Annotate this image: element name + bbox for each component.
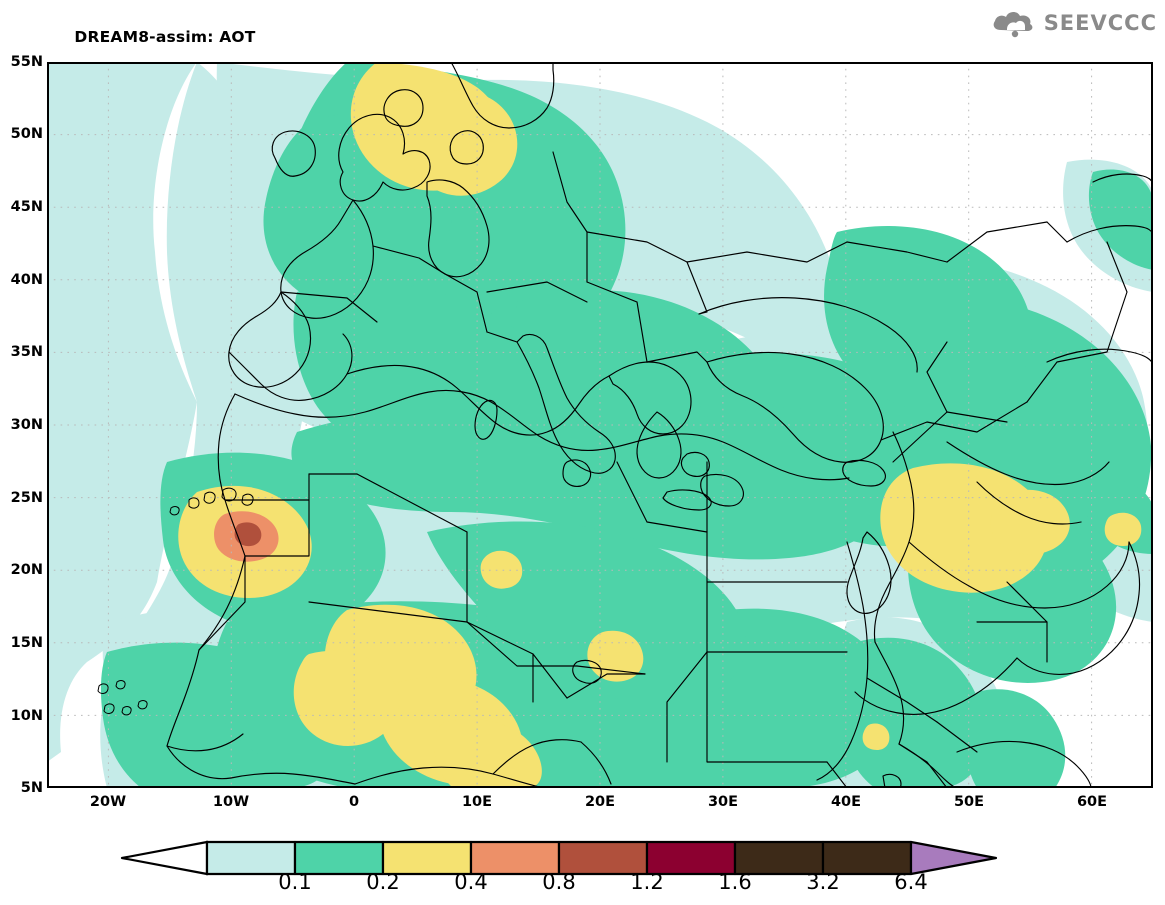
- y-tick-30n: 30N: [10, 417, 43, 433]
- model-title: DREAM8-assim: AOT: [74, 28, 256, 46]
- x-tick-60e: 60E: [1076, 794, 1108, 810]
- cb-band-0: [205, 840, 297, 876]
- cb-label-2: 0.4: [454, 870, 488, 894]
- y-tick-15n: 15N: [10, 635, 43, 651]
- x-tick-50e: 50E: [953, 794, 985, 810]
- cb-label-4: 1.2: [630, 870, 664, 894]
- cb-band-lower-arrow: [120, 840, 209, 876]
- x-tick-10w: 10W: [212, 794, 250, 810]
- cb-band-2: [381, 840, 473, 876]
- colorbar-swatches: [120, 840, 998, 876]
- aot-map-plot: [47, 62, 1153, 788]
- gridlines: [47, 62, 1153, 788]
- coastline-layer: [97, 62, 1153, 788]
- x-tick-0: 0: [348, 794, 360, 810]
- cb-band-upper-arrow: [909, 840, 998, 876]
- y-tick-35n: 35N: [10, 344, 43, 360]
- x-tick-20w: 20W: [89, 794, 127, 810]
- x-tick-10e: 10E: [461, 794, 493, 810]
- cb-label-0: 0.1: [278, 870, 312, 894]
- cb-band-6: [733, 840, 825, 876]
- cb-label-6: 3.2: [806, 870, 840, 894]
- seevccc-logo: SEEVCCC: [991, 8, 1157, 38]
- cb-band-5: [645, 840, 737, 876]
- map-canvas: [47, 62, 1153, 788]
- y-tick-5n: 5N: [20, 780, 43, 796]
- cb-label-1: 0.2: [366, 870, 400, 894]
- y-tick-10n: 10N: [10, 708, 43, 724]
- x-tick-20e: 20E: [584, 794, 616, 810]
- y-tick-45n: 45N: [10, 199, 43, 215]
- y-tick-40n: 40N: [10, 272, 43, 288]
- y-tick-20n: 20N: [10, 562, 43, 578]
- logo-text: SEEVCCC: [1043, 11, 1157, 35]
- cb-label-3: 0.8: [542, 870, 576, 894]
- y-tick-25n: 25N: [10, 490, 43, 506]
- x-tick-30e: 30E: [707, 794, 739, 810]
- y-tick-55n: 55N: [10, 54, 43, 70]
- colorbar: 0.1 0.2 0.4 0.8 1.2 1.6 3.2 6.4: [0, 830, 1165, 902]
- cloud-icon: [993, 11, 1033, 38]
- x-tick-40e: 40E: [830, 794, 862, 810]
- y-tick-50n: 50N: [10, 126, 43, 142]
- cb-label-5: 1.6: [718, 870, 752, 894]
- cb-band-4: [557, 840, 649, 876]
- colorbar-bands: [120, 840, 998, 876]
- aot-contour-layer: [47, 62, 1153, 788]
- cb-label-7: 6.4: [894, 870, 928, 894]
